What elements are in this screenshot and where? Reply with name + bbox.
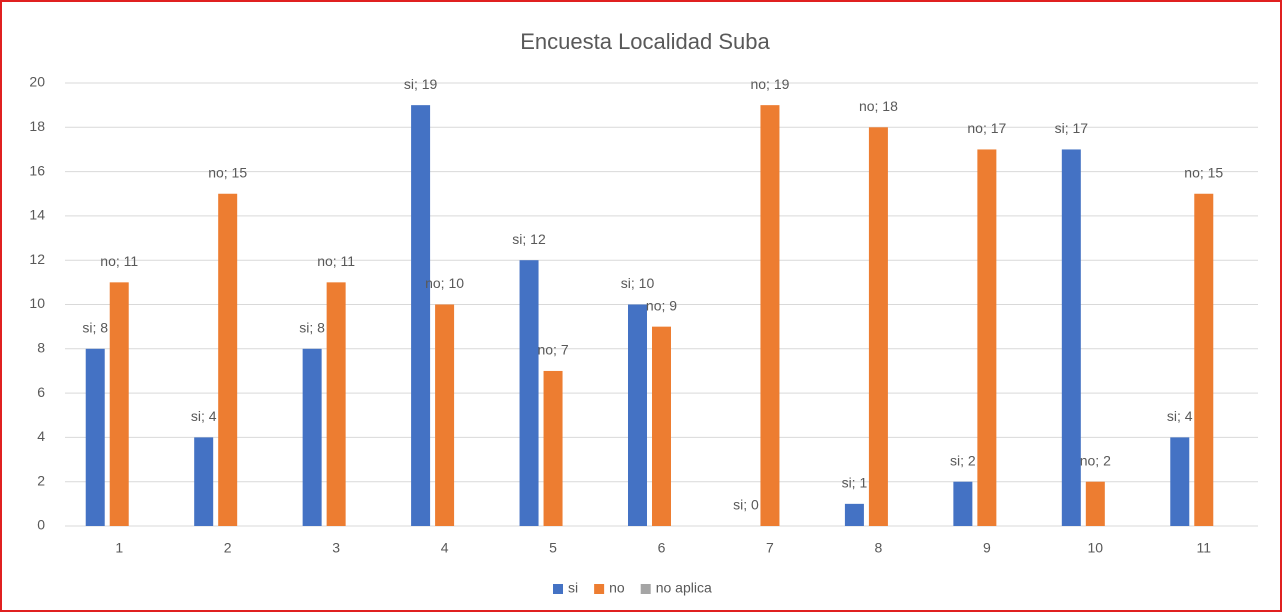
data-label: no; 10 [425,275,464,291]
data-label: si; 8 [82,320,108,336]
legend-swatch [594,584,605,594]
data-label: si; 4 [191,408,217,424]
y-tick-label: 14 [29,207,45,223]
data-label: no; 15 [208,164,247,180]
data-label: no; 11 [317,253,355,269]
data-label: no; 7 [537,342,568,358]
x-tick-label: 3 [332,540,340,556]
x-tick-label: 8 [875,540,883,556]
y-tick-label: 4 [37,428,45,444]
legend-label: no [609,580,625,596]
bar [302,348,322,526]
data-label: si; 17 [1055,120,1089,136]
y-tick-label: 8 [37,340,45,356]
y-tick-label: 16 [29,162,45,178]
bar [868,127,888,527]
bar [953,481,973,526]
bar [218,193,238,526]
y-tick-label: 20 [29,74,45,90]
bar [1194,193,1214,526]
x-tick-label: 5 [549,540,557,556]
y-tick-label: 0 [37,517,45,533]
bar [1061,149,1081,526]
bar [760,105,780,527]
data-label: no; 9 [646,297,677,313]
y-tick-label: 18 [29,118,45,134]
data-label: no; 2 [1080,452,1111,468]
x-tick-label: 2 [224,540,232,556]
data-label: si; 19 [404,76,438,92]
data-label: no; 11 [100,253,138,269]
data-label: si; 0 [733,497,759,513]
bar [85,348,105,526]
legend-swatch [553,584,563,594]
legend-label: no aplica [656,580,712,596]
x-tick-label: 6 [658,540,666,556]
bar [652,326,671,526]
y-tick-label: 6 [37,384,45,400]
data-label: si; 8 [299,320,325,336]
x-tick-label: 11 [1196,540,1211,556]
bar [326,282,346,526]
x-tick-label: 7 [766,540,774,556]
legend-swatch [640,584,651,594]
bar [1170,437,1190,526]
data-label: no; 17 [967,120,1006,136]
chart-title: Encuesta Localidad Suba [520,29,770,54]
y-tick-label: 2 [37,472,45,488]
x-tick-label: 10 [1088,540,1104,556]
data-label: si; 2 [950,452,976,468]
data-label: si; 12 [512,231,546,247]
data-label: si; 10 [621,275,655,291]
y-tick-label: 10 [29,295,45,311]
bar [543,370,563,526]
bar [628,304,647,526]
data-label: si; 1 [842,475,868,491]
x-tick-label: 9 [983,540,991,556]
data-label: si; 4 [1167,408,1193,424]
data-label: no; 15 [1184,164,1223,180]
bar [411,105,431,527]
data-label: no; 19 [750,76,789,92]
bar [1085,481,1105,526]
bar [519,260,539,526]
bar [109,282,129,526]
legend-label: si [568,580,578,596]
y-tick-label: 12 [29,251,45,267]
x-tick-label: 1 [115,540,123,556]
bar [194,437,214,526]
data-label: no; 18 [859,98,898,114]
bar [844,503,864,526]
bar [435,304,455,526]
x-tick-label: 4 [441,540,449,556]
bar [977,149,997,526]
